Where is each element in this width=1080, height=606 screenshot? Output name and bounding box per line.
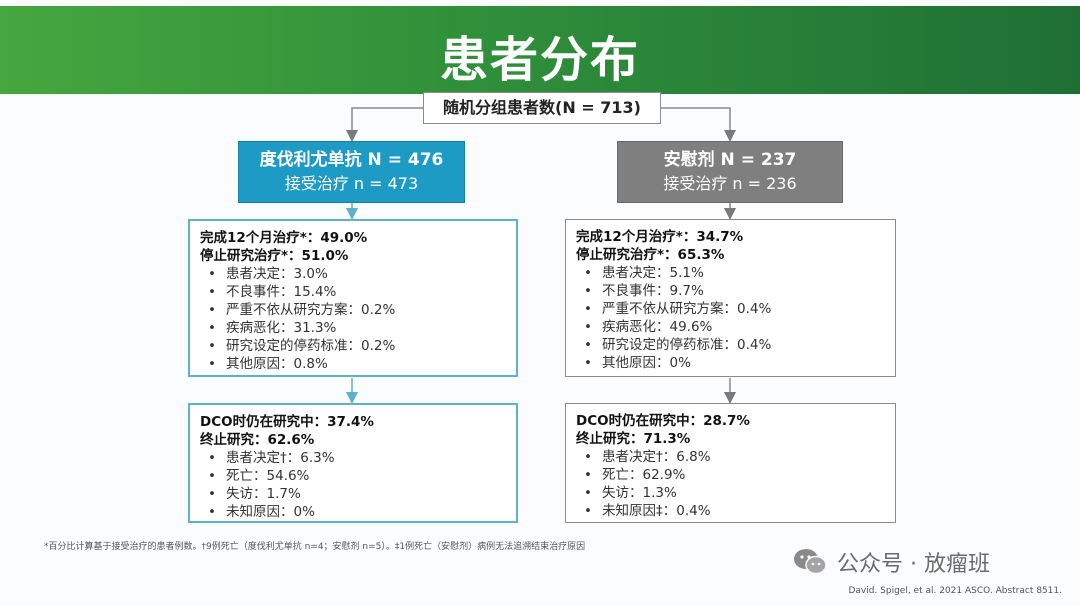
list-item: 患者决定：5.1% (576, 264, 885, 282)
list-item: 其他原因：0% (576, 354, 885, 372)
list-item: 严重不依从研究方案：0.4% (576, 300, 885, 318)
list-item: 患者决定†：6.8% (576, 448, 885, 466)
list-item: 不良事件：9.7% (576, 282, 885, 300)
list-item: 疾病恶化：31.3% (200, 319, 506, 337)
list-item: 患者决定：3.0% (200, 265, 506, 283)
connector-root-to-arm-a (346, 107, 423, 142)
randomized-patients-box: 随机分组患者数(N = 713) (423, 92, 661, 124)
connector-root-to-arm-b (661, 107, 736, 142)
placebo-arm-title: 安慰剂 N = 237 (663, 150, 797, 170)
list-item: 死亡：62.9% (576, 466, 885, 484)
durvalumab-treatment-detail-box: 完成12个月治疗*：49.0% 停止研究治疗*：51.0% 患者决定：3.0% … (188, 219, 518, 377)
stopped-treatment: 停止研究治疗*：65.3% (576, 247, 725, 263)
list-item: 其他原因：0.8% (200, 355, 506, 373)
completed-treatment: 完成12个月治疗*：49.0% (200, 230, 368, 246)
citation: David. Spigel, et al. 2021 ASCO. Abstrac… (848, 586, 1062, 596)
list-item: 未知原因‡：0.4% (576, 502, 885, 520)
list-item: 失访：1.7% (200, 485, 506, 503)
list-item: 疾病恶化：49.6% (576, 318, 885, 336)
title-bar: 患者分布 (0, 6, 1080, 94)
footnote: *百分比计算基于接受治疗的患者例数。†9例死亡（度伐利尤单抗 n=4；安慰剂 n… (44, 542, 586, 552)
placebo-dco-box: DCO时仍在研究中：28.7% 终止研究：71.3% 患者决定†：6.8% 死亡… (565, 403, 896, 523)
dco-terminated: 终止研究：71.3% (576, 431, 691, 447)
termination-reasons-list: 患者决定†：6.8% 死亡：62.9% 失访：1.3% 未知原因‡：0.4% (576, 448, 885, 520)
list-item: 研究设定的停药标准：0.4% (576, 336, 885, 354)
list-item: 失访：1.3% (576, 484, 885, 502)
placebo-arm-box: 安慰剂 N = 237 接受治疗 n = 236 (617, 141, 843, 203)
termination-reasons-list: 患者决定†：6.3% 死亡：54.6% 失访：1.7% 未知原因：0% (200, 449, 506, 521)
dco-terminated: 终止研究：62.6% (200, 432, 315, 448)
durvalumab-treated: 接受治疗 n = 473 (284, 174, 419, 193)
list-item: 不良事件：15.4% (200, 283, 506, 301)
list-item: 患者决定†：6.3% (200, 449, 506, 467)
durvalumab-arm-box: 度伐利尤单抗 N = 476 接受治疗 n = 473 (238, 141, 465, 203)
watermark-text: 公众号 · 放瘤班 (837, 552, 990, 577)
slide-title: 患者分布 (439, 32, 640, 88)
list-item: 死亡：54.6% (200, 467, 506, 485)
list-item: 严重不依从研究方案：0.2% (200, 301, 506, 319)
dco-ongoing: DCO时仍在研究中：28.7% (576, 413, 750, 429)
list-item: 研究设定的停药标准：0.2% (200, 337, 506, 355)
wechat-icon (793, 548, 827, 576)
stopped-treatment: 停止研究治疗*：51.0% (200, 248, 349, 264)
completed-treatment: 完成12个月治疗*：34.7% (576, 229, 744, 245)
durvalumab-arm-title: 度伐利尤单抗 N = 476 (259, 150, 444, 170)
durvalumab-dco-box: DCO时仍在研究中：37.4% 终止研究：62.6% 患者决定†：6.3% 死亡… (188, 403, 518, 523)
discontinuation-reasons-list: 患者决定：3.0% 不良事件：15.4% 严重不依从研究方案：0.2% 疾病恶化… (200, 265, 506, 373)
placebo-treatment-detail-box: 完成12个月治疗*：34.7% 停止研究治疗*：65.3% 患者决定：5.1% … (565, 219, 896, 377)
wechat-watermark: 公众号 · 放瘤班 (793, 545, 990, 579)
dco-ongoing: DCO时仍在研究中：37.4% (200, 414, 374, 430)
placebo-treated: 接受治疗 n = 236 (663, 174, 797, 193)
list-item: 未知原因：0% (200, 503, 506, 521)
discontinuation-reasons-list: 患者决定：5.1% 不良事件：9.7% 严重不依从研究方案：0.4% 疾病恶化：… (576, 264, 885, 372)
